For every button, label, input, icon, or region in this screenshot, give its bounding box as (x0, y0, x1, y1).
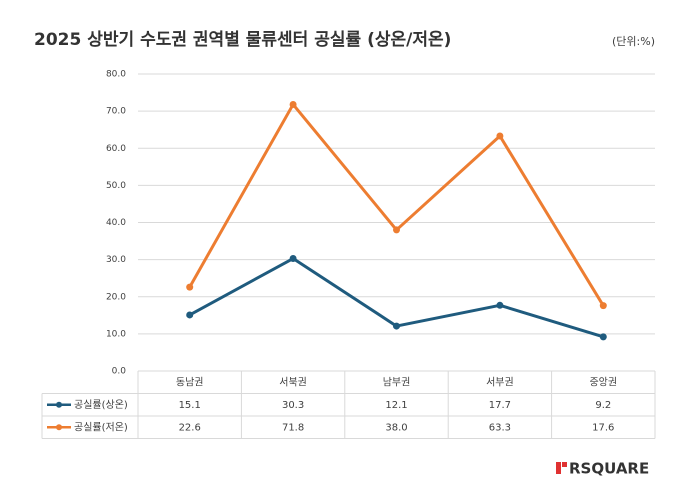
table-value: 63.3 (489, 422, 511, 433)
point (599, 333, 607, 341)
point (289, 255, 297, 263)
legend-label: 공실률(저온) (74, 421, 128, 433)
chart-title: 2025 상반기 수도권 권역별 물류센터 공실률 (상온/저온) (34, 30, 451, 50)
table-value: 17.6 (592, 422, 614, 433)
logo-icon (562, 462, 567, 467)
table-value: 30.3 (282, 400, 304, 411)
series-line (188, 102, 605, 307)
y-tick-label: 20.0 (106, 292, 126, 302)
table-value: 12.1 (385, 400, 407, 411)
x-tick-label: 남부권 (383, 376, 411, 388)
y-tick-label: 40.0 (106, 218, 126, 228)
y-tick-label: 0.0 (112, 367, 127, 377)
x-tick-label: 중앙권 (589, 376, 617, 388)
point (186, 311, 194, 319)
y-tick-label: 50.0 (106, 181, 126, 191)
unit-label: (단위:%) (612, 35, 655, 48)
point (289, 100, 297, 108)
point (496, 132, 504, 140)
point (393, 226, 400, 234)
table-value: 71.8 (282, 422, 304, 433)
y-tick-label: 80.0 (106, 70, 126, 80)
table-value: 38.0 (385, 422, 407, 433)
logo-icon (556, 462, 561, 474)
legend-label: 공실률(상온) (74, 399, 128, 411)
legend-marker (56, 401, 62, 408)
y-tick-label: 60.0 (106, 144, 126, 154)
table-value: 15.1 (179, 400, 201, 411)
table-value: 22.6 (179, 422, 201, 433)
y-tick-label: 10.0 (106, 329, 126, 339)
x-tick-label: 동남권 (176, 376, 204, 388)
table-value: 9.2 (595, 400, 611, 411)
y-tick-label: 30.0 (106, 255, 126, 265)
table-value: 17.7 (489, 400, 511, 411)
point (186, 283, 194, 291)
point (496, 301, 504, 309)
x-tick-label: 서북권 (279, 376, 307, 388)
x-tick-label: 서부권 (486, 376, 514, 388)
point (393, 322, 400, 330)
legend-marker (56, 424, 62, 431)
logo-text: RSQUARE (569, 460, 649, 478)
point (599, 302, 607, 310)
y-tick-label: 70.0 (106, 107, 126, 117)
logo: RSQUARE (556, 460, 649, 478)
